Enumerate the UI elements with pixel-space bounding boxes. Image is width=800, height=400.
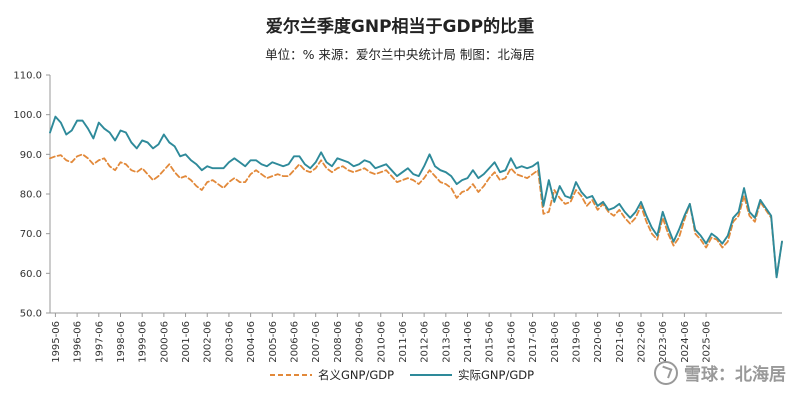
x-tick-label: 2004-06 <box>246 321 257 363</box>
x-tick-label: 2012-06 <box>420 321 431 363</box>
chart-title: 爱尔兰季度GNP相当于GDP的比重 <box>265 17 535 37</box>
watermark-text: 雪球：北海居 <box>684 365 786 385</box>
x-tick-label: 1999-06 <box>138 321 149 363</box>
x-tick-label: 2013-06 <box>441 321 452 363</box>
snowball-logo-icon <box>654 360 678 385</box>
x-tick-label: 2009-06 <box>355 321 366 363</box>
legend-item-real: 实际GNP/GDP <box>410 367 534 383</box>
x-tick-label: 2002-06 <box>203 321 214 363</box>
x-tick-label: 2001-06 <box>181 321 192 363</box>
x-tick-label: 1995-06 <box>51 321 62 363</box>
legend-label-real: 实际GNP/GDP <box>458 368 535 382</box>
x-tick-label: 2021-06 <box>615 321 626 363</box>
x-tick-label: 2018-06 <box>550 321 561 363</box>
x-tick-label: 2006-06 <box>290 321 301 363</box>
legend-item-nominal: 名义GNP/GDP <box>270 367 394 383</box>
y-tick-label: 110.0 <box>13 71 42 82</box>
x-tick-label: 2014-06 <box>463 321 474 363</box>
x-tick-label: 2015-06 <box>485 321 496 363</box>
legend-swatch-real <box>410 374 452 376</box>
x-tick-label: 1996-06 <box>73 321 84 363</box>
y-tick-label: 100.0 <box>13 110 42 121</box>
y-tick-label: 70.0 <box>20 229 42 240</box>
x-tick-label: 2019-06 <box>571 321 582 363</box>
y-tick-label: 90.0 <box>20 150 42 161</box>
series-line-real <box>49 115 783 279</box>
legend-label-nominal: 名义GNP/GDP <box>318 368 395 382</box>
x-tick-label: 2003-06 <box>224 321 235 363</box>
series-line-nominal <box>49 153 783 279</box>
y-tick-label: 80.0 <box>20 190 42 201</box>
x-tick-label: 2023-06 <box>658 321 669 363</box>
x-tick-label: 2016-06 <box>506 321 517 363</box>
chart-legend: 名义GNP/GDP 实际GNP/GDP <box>0 363 800 387</box>
x-tick-label: 1998-06 <box>116 321 127 363</box>
x-tick-label: 1997-06 <box>94 321 105 363</box>
x-tick-label: 2020-06 <box>593 321 604 363</box>
y-tick-label: 60.0 <box>20 269 42 280</box>
x-tick-label: 2011-06 <box>398 321 409 363</box>
chart-subtitle: 单位：% 来源：爱尔兰中央统计局 制图：北海居 <box>265 47 535 62</box>
x-tick-label: 2007-06 <box>311 321 322 363</box>
x-tick-label: 2017-06 <box>528 321 539 363</box>
x-tick-label: 2024-06 <box>680 321 691 363</box>
x-tick-label: 2022-06 <box>637 321 648 363</box>
x-tick-label: 2008-06 <box>333 321 344 363</box>
x-tick-label: 2000-06 <box>159 321 170 363</box>
y-tick-label: 50.0 <box>20 309 42 320</box>
legend-swatch-nominal <box>270 374 312 376</box>
x-tick-label: 2010-06 <box>376 321 387 363</box>
xueqiu-watermark: 雪球：北海居 <box>654 360 786 385</box>
x-tick-label: 2025-06 <box>702 321 713 363</box>
x-tick-label: 2005-06 <box>268 321 279 363</box>
